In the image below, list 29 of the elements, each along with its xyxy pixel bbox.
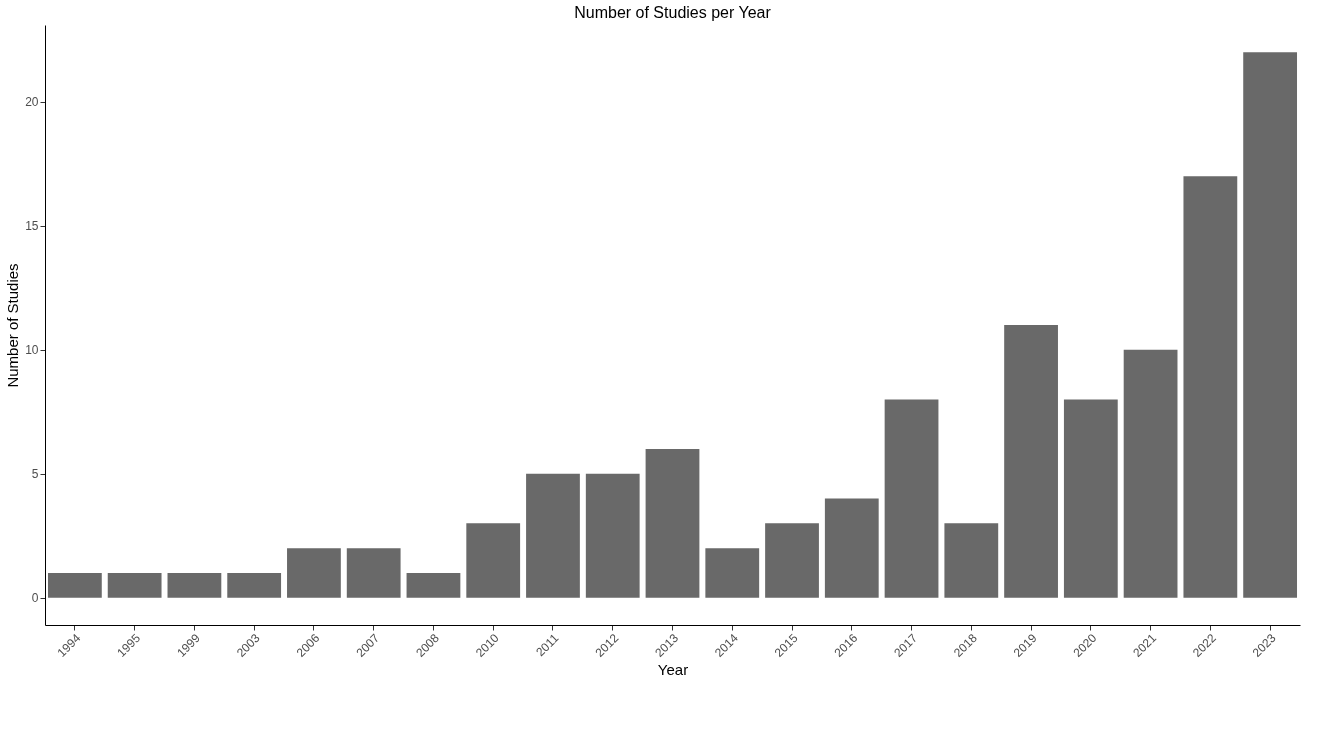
bar <box>107 572 162 598</box>
chart-title: Number of Studies per Year <box>574 4 772 21</box>
bar <box>765 523 819 598</box>
bar <box>406 572 461 598</box>
bar <box>1004 325 1058 598</box>
y-tick-label: 10 <box>25 343 39 358</box>
y-tick-label: 15 <box>25 219 39 234</box>
x-axis-title: Year <box>657 661 689 679</box>
y-axis-title: Number of Studies <box>4 263 22 388</box>
bar <box>705 548 760 598</box>
bar <box>1063 399 1118 598</box>
bar <box>1123 349 1178 598</box>
y-tick-label: 0 <box>31 591 39 606</box>
y-tick-label: 20 <box>25 95 39 110</box>
bar <box>47 572 102 598</box>
bar <box>227 572 282 598</box>
bar <box>287 548 341 598</box>
bar <box>346 548 401 598</box>
bar <box>585 473 640 598</box>
bar <box>466 523 521 598</box>
y-tick-label: 5 <box>31 467 39 482</box>
bar <box>884 399 939 598</box>
bar <box>944 523 999 598</box>
bar <box>824 498 879 598</box>
bar <box>1243 52 1298 598</box>
bar <box>526 473 580 598</box>
bar <box>645 448 700 598</box>
bar <box>1183 176 1238 598</box>
bar <box>167 572 222 598</box>
